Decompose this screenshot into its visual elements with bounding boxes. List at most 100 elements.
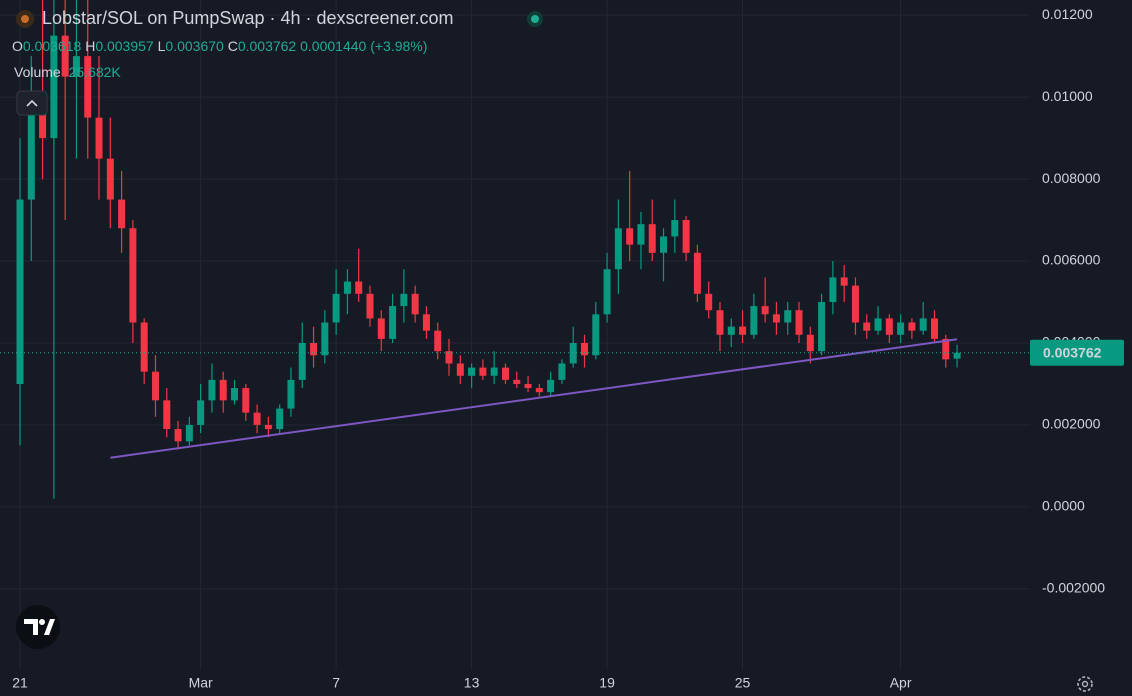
candle-body [434,330,442,352]
candle-body [366,293,374,319]
candle-body [547,379,555,393]
volume-row: Volume 25.682K [14,64,121,80]
candle-body [784,310,792,323]
candle-body [389,306,397,339]
x-tick-label: Mar [189,675,213,691]
candle-body [569,342,577,364]
candle-body [592,314,600,356]
candle-body [897,322,905,335]
candle-body [321,322,329,356]
candle-body [501,367,509,380]
candle-body [885,318,893,335]
candle-body [660,236,668,253]
trendline [110,338,958,459]
status-dot [531,15,539,23]
candle-body [479,367,487,376]
ohlc-key: C [227,38,238,54]
candle-body [219,379,227,401]
y-tick-label: 0.01000 [1042,88,1093,104]
candle-body [468,367,476,376]
candle-body [535,388,543,393]
volume-value: 25.682K [68,64,121,80]
candle-body [513,379,521,384]
candle-body [739,326,747,335]
candle-body [253,412,261,425]
candle-body [276,408,284,430]
ohlc-value: 0.003670 [165,38,224,54]
settings-button[interactable] [1077,676,1093,692]
y-tick-label: -0.002000 [1042,580,1105,596]
candle-body [174,429,182,442]
candle-body [400,293,408,307]
candle-body [208,379,216,401]
candle-body [671,220,679,237]
candle-body [118,199,126,229]
y-tick-label: 0.008000 [1042,170,1101,186]
ohlc-key: H [85,38,96,54]
candle-body [197,400,205,425]
candle-body [614,228,622,270]
candle-body [50,35,58,139]
x-tick-label: 13 [464,675,480,691]
ohlc-value: 0.003957 [95,38,154,54]
plot [0,0,1030,499]
candle-body [377,318,385,339]
ohlc-key: L [157,38,166,54]
candle-body [456,363,464,376]
x-tick-label: 21 [12,675,28,691]
candle-body [61,35,69,77]
ohlc-key: O [12,38,23,54]
candle-body [242,388,250,413]
change: 0.0001440 [300,38,367,54]
y-tick-label: 0.002000 [1042,416,1101,432]
ohlc-value: 0.003618 [22,38,82,54]
candle-body [829,277,837,303]
candle-body [795,310,803,335]
candle-body [581,342,588,356]
y-tick-label: 0.0000 [1042,498,1085,514]
candle-body [693,252,701,294]
x-tick-label: 7 [332,675,340,691]
candle-body [287,379,295,409]
candle-body [772,314,780,323]
logo [16,605,60,649]
candle-body [231,388,239,401]
candle-body [750,306,758,335]
candle-body [264,424,272,430]
candle-body [422,314,430,331]
x-tick-label: 25 [735,675,751,691]
candle-body [310,342,318,356]
candle-body [908,322,916,331]
candle-body [637,224,645,245]
candle-body [72,56,80,77]
candle-body [84,56,92,118]
candle-body [332,293,340,323]
candle-body [355,281,363,294]
candle-body [942,338,950,360]
chart-title: Lobstar/SOL on PumpSwap · 4h · dexscreen… [42,8,454,28]
candle-body [524,383,532,389]
candle-body [185,424,193,442]
candle-body [298,342,306,380]
candle-body [558,363,566,380]
candle-body [129,228,137,323]
candle-body [919,318,927,331]
candle-body [626,228,634,245]
candle-body [445,351,453,364]
y-tick-label: 0.01200 [1042,6,1093,22]
x-tick-label: 19 [599,675,615,691]
candle-body [151,371,159,401]
candle-body [727,326,735,335]
candle-body [851,285,859,323]
candle-body [95,117,103,159]
y-tick-label: 0.006000 [1042,252,1101,268]
candle-body [343,281,351,294]
x-tick-label: Apr [890,675,912,691]
token-icon-inner [21,15,29,23]
candle-body [106,158,114,200]
collapse-button[interactable] [16,90,48,116]
candle-body [705,293,713,311]
